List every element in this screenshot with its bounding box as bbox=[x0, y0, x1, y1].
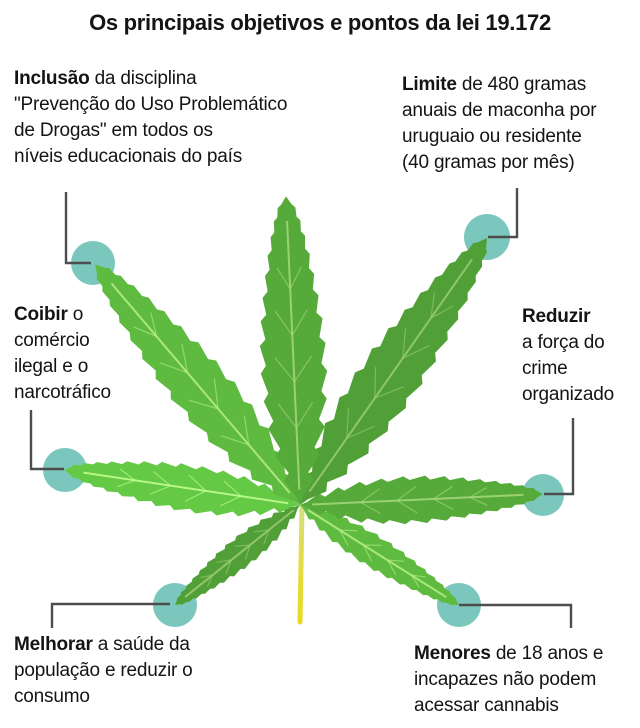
label-reduzir: Reduzir a força do crime organizado bbox=[522, 306, 615, 405]
leaf-stem bbox=[297, 504, 305, 625]
connector-melhorar bbox=[50, 602, 170, 628]
label-inclusao: Inclusão da disciplina "Prevenção do Uso … bbox=[14, 68, 288, 167]
connector-limite bbox=[488, 188, 519, 239]
label-melhorar: Melhorar a saúde da população e reduzir o… bbox=[14, 634, 193, 707]
label-menores: Menores de 18 anos e incapazes não podem a… bbox=[414, 643, 604, 716]
label-limite: Limite de 480 gramas anuais de maconha po… bbox=[402, 74, 597, 173]
connector-reduzir bbox=[544, 418, 575, 496]
page-title: Os principais objetivos e pontos da lei … bbox=[89, 10, 551, 35]
connector-inclusao bbox=[64, 192, 91, 265]
marker-reduzir bbox=[522, 474, 564, 516]
connector-menores bbox=[459, 603, 573, 628]
label-coibir: Coibir o comércio ilegal e o narcotráfico bbox=[14, 304, 111, 403]
connector-coibir bbox=[29, 410, 64, 471]
